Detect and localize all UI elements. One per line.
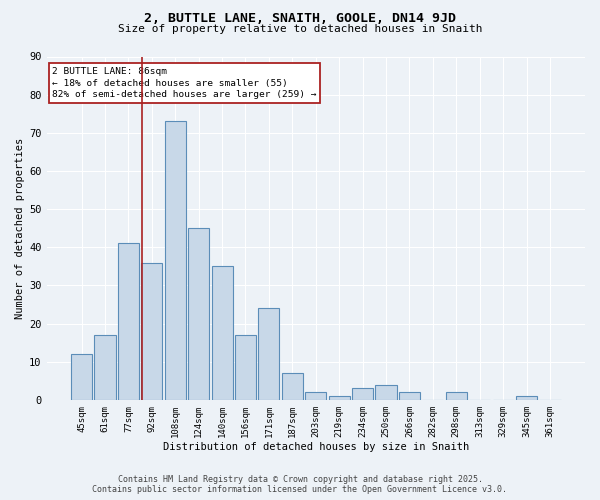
Bar bbox=[329, 396, 350, 400]
Text: 2 BUTTLE LANE: 86sqm
← 18% of detached houses are smaller (55)
82% of semi-detac: 2 BUTTLE LANE: 86sqm ← 18% of detached h… bbox=[52, 67, 316, 100]
Bar bbox=[118, 244, 139, 400]
Text: Contains HM Land Registry data © Crown copyright and database right 2025.
Contai: Contains HM Land Registry data © Crown c… bbox=[92, 474, 508, 494]
Bar bbox=[164, 122, 186, 400]
Bar bbox=[235, 335, 256, 400]
Bar bbox=[259, 308, 280, 400]
Bar bbox=[352, 388, 373, 400]
Bar bbox=[141, 262, 163, 400]
Bar bbox=[282, 373, 303, 400]
Bar bbox=[305, 392, 326, 400]
Bar bbox=[188, 228, 209, 400]
Bar bbox=[446, 392, 467, 400]
Text: 2, BUTTLE LANE, SNAITH, GOOLE, DN14 9JD: 2, BUTTLE LANE, SNAITH, GOOLE, DN14 9JD bbox=[144, 12, 456, 26]
Bar bbox=[376, 384, 397, 400]
X-axis label: Distribution of detached houses by size in Snaith: Distribution of detached houses by size … bbox=[163, 442, 469, 452]
Bar bbox=[71, 354, 92, 400]
Y-axis label: Number of detached properties: Number of detached properties bbox=[15, 138, 25, 319]
Bar bbox=[516, 396, 537, 400]
Bar bbox=[94, 335, 116, 400]
Bar bbox=[212, 266, 233, 400]
Bar bbox=[399, 392, 420, 400]
Text: Size of property relative to detached houses in Snaith: Size of property relative to detached ho… bbox=[118, 24, 482, 34]
